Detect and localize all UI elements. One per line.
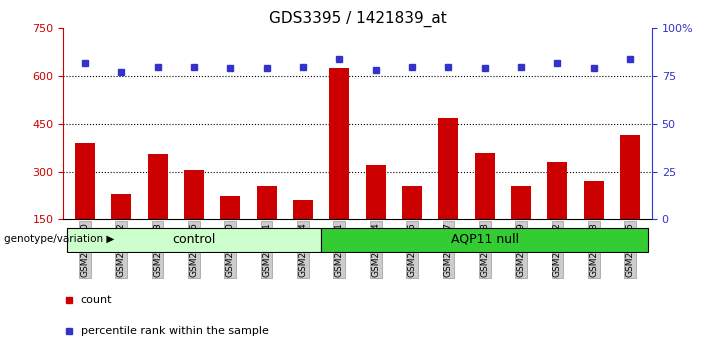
Text: control: control	[172, 233, 216, 246]
Text: count: count	[81, 295, 112, 305]
Text: percentile rank within the sample: percentile rank within the sample	[81, 326, 268, 336]
Bar	[67, 228, 321, 252]
Bar	[511, 186, 531, 267]
Bar	[220, 195, 240, 267]
Bar	[321, 228, 648, 252]
Bar	[329, 68, 349, 267]
Bar	[111, 194, 131, 267]
Bar	[620, 135, 640, 267]
Bar	[475, 153, 495, 267]
Bar	[366, 165, 386, 267]
Bar	[402, 186, 422, 267]
Bar	[293, 200, 313, 267]
Bar	[148, 154, 168, 267]
Bar	[257, 186, 277, 267]
Text: genotype/variation ▶: genotype/variation ▶	[4, 234, 114, 244]
Bar	[75, 143, 95, 267]
Bar	[438, 118, 458, 267]
Text: AQP11 null: AQP11 null	[451, 233, 519, 246]
Title: GDS3395 / 1421839_at: GDS3395 / 1421839_at	[268, 11, 447, 27]
Bar	[584, 181, 604, 267]
Bar	[184, 170, 204, 267]
Bar	[547, 162, 567, 267]
